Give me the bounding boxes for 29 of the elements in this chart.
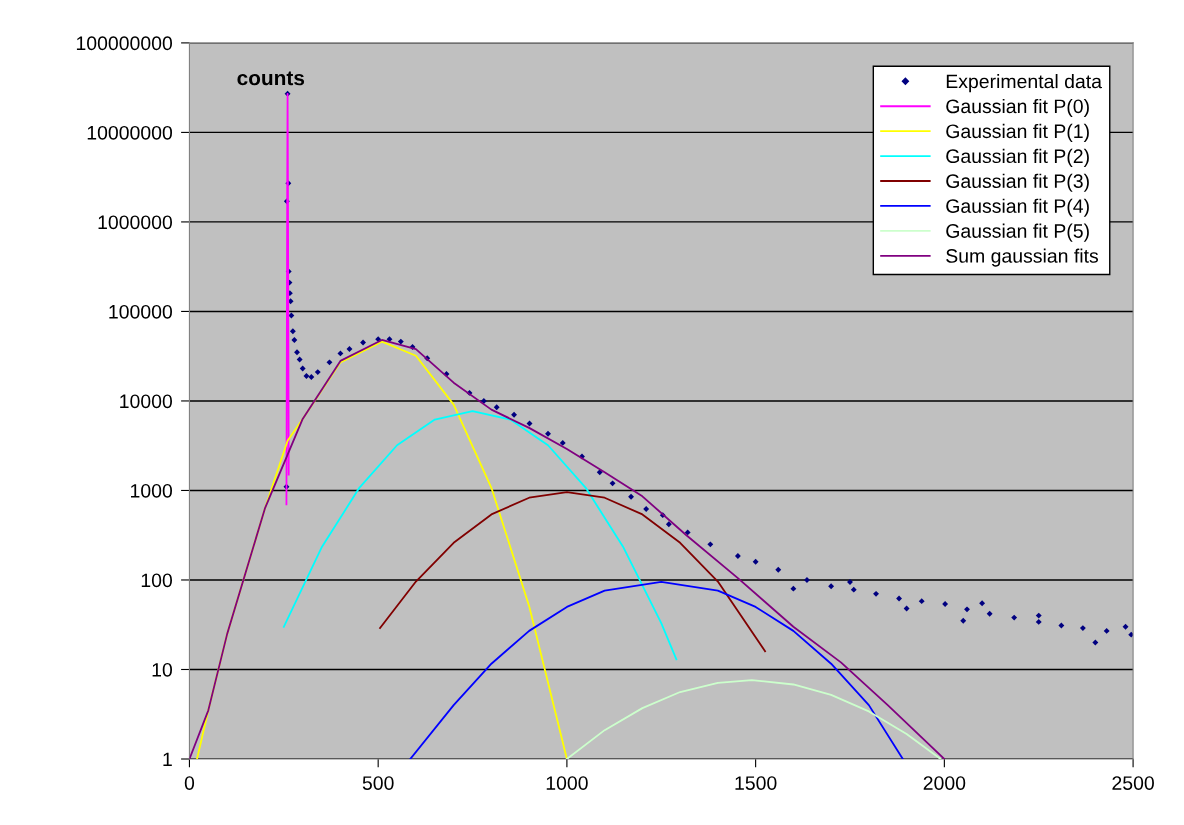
x-tick-label: 1500	[735, 776, 777, 790]
y-tick-label: 10	[152, 662, 173, 677]
legend-label: Gaussian fit P(0)	[946, 98, 1089, 118]
x-tick-label: 2500	[1112, 776, 1154, 790]
y-tick-label: 100	[141, 573, 173, 588]
line-series	[565, 679, 942, 759]
y-tick-label: 1000	[131, 483, 173, 498]
y-tick-label: 10000	[120, 394, 173, 409]
x-tick-label: 2000	[923, 776, 966, 790]
line-series	[282, 410, 678, 661]
line-series	[285, 92, 290, 506]
y-axis-title: counts	[237, 71, 305, 86]
line-series	[379, 491, 766, 653]
legend-label: Gaussian fit P(5)	[946, 223, 1089, 242]
x-tick-label: 0	[184, 776, 195, 790]
legend-label: Experimental data	[946, 74, 1102, 93]
y-tick-label: 100000	[109, 304, 173, 319]
line-series	[409, 581, 904, 759]
x-tick-label: 500	[362, 776, 394, 790]
legend-label: Gaussian fit P(4)	[946, 198, 1089, 217]
legend-label: Gaussian fit P(1)	[946, 123, 1089, 142]
legend-label: Sum gaussian fits	[946, 248, 1099, 267]
legend-label: Gaussian fit P(3)	[946, 173, 1089, 192]
y-tick-label: 10000000	[87, 125, 173, 140]
y-tick-label: 100000000	[76, 36, 173, 51]
x-tick-label: 1000	[546, 776, 588, 790]
y-tick-label: 1	[163, 752, 172, 767]
y-tick-label: 1000000	[98, 215, 173, 230]
legend-label: Gaussian fit P(2)	[946, 148, 1089, 167]
